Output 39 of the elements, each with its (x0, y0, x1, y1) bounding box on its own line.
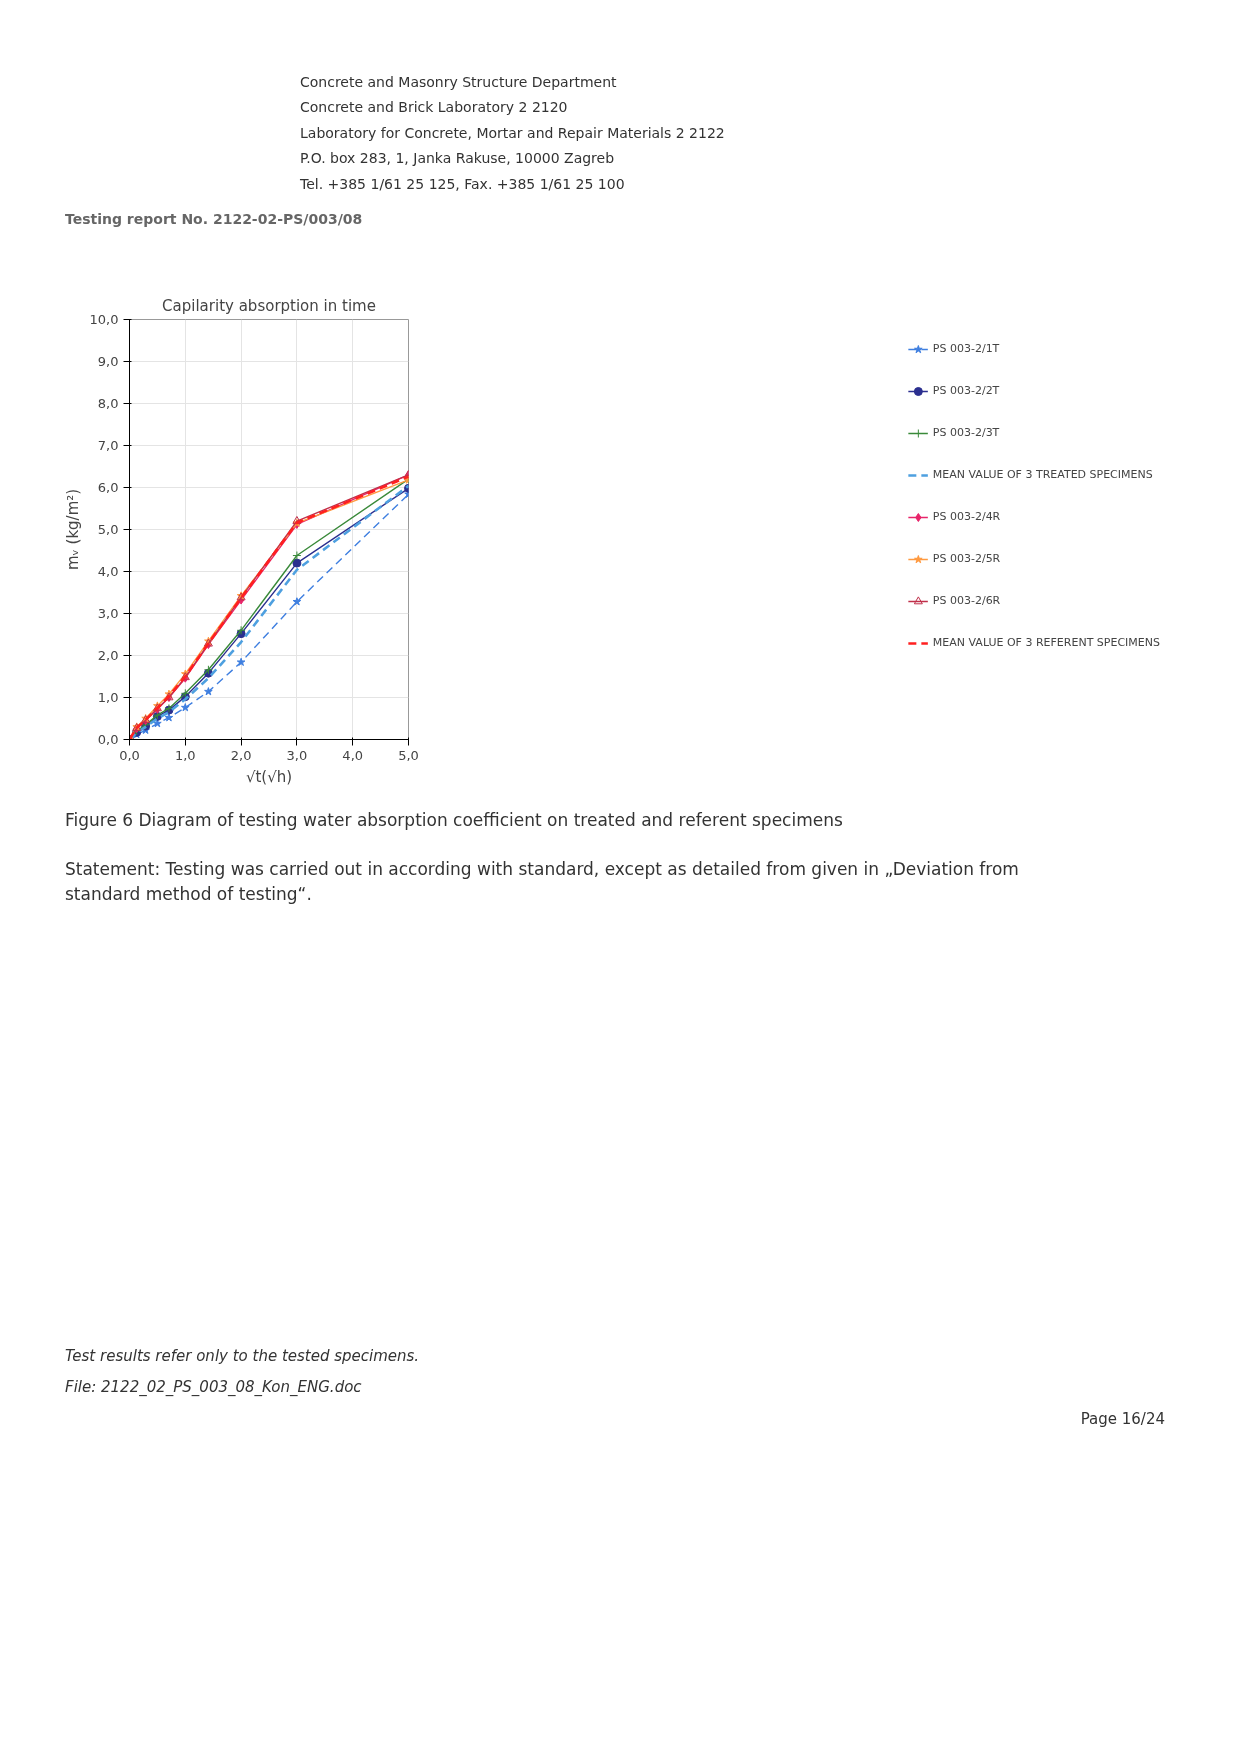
text: File: 2122_02_PS_003_08_Kon_ENG.doc (65, 1377, 362, 1399)
legend-label: PS 003-2/5R (932, 552, 1001, 566)
x-tick-label: 3,0 (286, 747, 308, 763)
text: Tel. +385 1/61 25 125, Fax. +385 1/61 25 100 (300, 175, 625, 192)
y-tick-label: 6,0 (97, 479, 119, 495)
x-axis-title: √t(√h) (245, 767, 293, 786)
text: Test results refer only to the tested specimens. (65, 1345, 420, 1367)
legend-label: PS 003-2/3T (932, 426, 1000, 440)
text: Testing report No. 2122-02-PS/003/08 (65, 209, 363, 229)
legend-label: MEAN VALUE OF 3 TREATED SPECIMENS (932, 468, 1153, 482)
text: P.O. box 283, 1, Janka Rakuse, 10000 Zagreb (300, 150, 615, 167)
text: Page 16/24 (1080, 1408, 1165, 1430)
y-tick-label: 4,0 (97, 563, 119, 579)
y-tick-label: 2,0 (97, 647, 119, 663)
y-tick-label: 5,0 (97, 521, 119, 537)
y-tick-label: 0,0 (97, 731, 119, 747)
x-tick-label: 4,0 (342, 747, 364, 763)
y-tick-label: 8,0 (97, 395, 119, 411)
y-tick-label: 9,0 (97, 353, 119, 369)
chart-title: Capilarity absorption in time (162, 296, 376, 315)
y-tick-label: 7,0 (97, 437, 119, 453)
y-axis-title: mᵥ (kg/m²) (63, 488, 82, 571)
text: Statement: Testing was carried out in according with standard, except as detailed from given in „Deviation from standard method of testing“. (65, 858, 1020, 906)
y-tick-label: 3,0 (97, 605, 119, 621)
legend-label: PS 003-2/6R (932, 594, 1001, 608)
legend-label: MEAN VALUE OF 3 REFERENT SPECIMENS (932, 636, 1160, 650)
x-tick-label: 5,0 (398, 747, 419, 763)
legend-label: PS 003-2/4R (932, 510, 1001, 524)
caption: Figure 6 Diagram of testing water absorption coefficient on treated and referent specimens (65, 808, 843, 832)
y-tick-label: 1,0 (97, 689, 119, 705)
text: Concrete and Brick Laboratory 2 2120 (300, 99, 568, 116)
text: Laboratory for Concrete, Mortar and Repair Materials 2 2122 (300, 124, 725, 142)
legend-label: PS 003-2/1T (932, 342, 1000, 356)
x-tick-label: 2,0 (230, 747, 252, 763)
text: Concrete and Masonry Structure Department (300, 74, 617, 91)
x-tick-label: 1,0 (174, 747, 196, 763)
x-tick-label: 0,0 (119, 747, 140, 763)
y-tick-label: 10,0 (89, 311, 119, 327)
legend-label: PS 003-2/2T (932, 384, 1000, 398)
